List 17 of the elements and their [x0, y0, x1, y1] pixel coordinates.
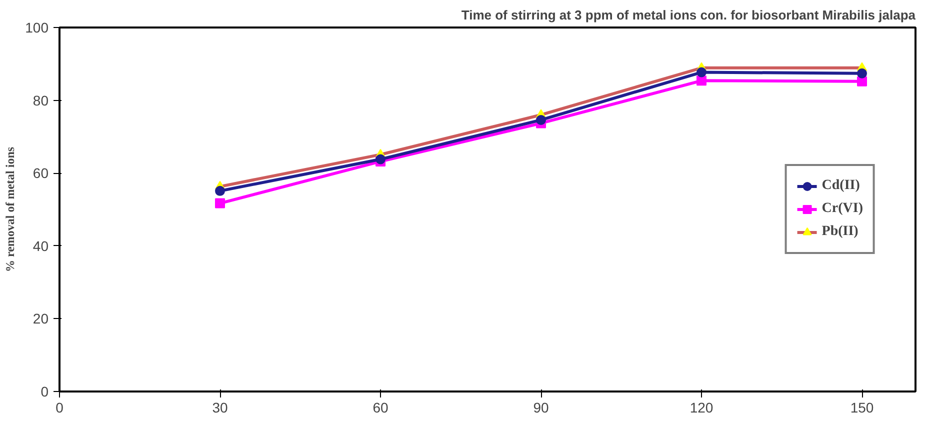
x-tick-label: 30: [212, 400, 228, 416]
y-axis-title: % removal of metal ions: [3, 146, 18, 272]
legend-label: Pb(II): [822, 224, 858, 240]
y-tick-label: 80: [32, 92, 49, 108]
x-tick-label: 90: [533, 400, 549, 416]
x-tick-label: 0: [56, 400, 64, 416]
y-tick-label: 0: [40, 384, 49, 400]
y-tick-label: 40: [32, 238, 49, 254]
chart-title: Time of stirring at 3 ppm of metal ions con. for biosorbant Mirabilis jalapa: [461, 8, 916, 22]
y-tick-label: 100: [25, 20, 49, 36]
x-tick-label: 120: [690, 400, 714, 416]
y-tick-label: 60: [32, 165, 49, 182]
legend-label: Cd(II): [822, 178, 860, 194]
x-tick-label: 60: [372, 400, 388, 416]
legend-label: Cr(VI): [822, 201, 863, 217]
x-tick-label: 150: [850, 400, 874, 416]
y-tick-label: 20: [32, 310, 49, 327]
